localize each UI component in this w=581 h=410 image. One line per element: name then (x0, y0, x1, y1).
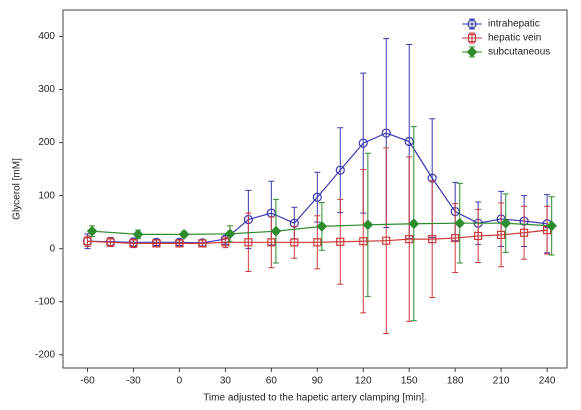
marker (86, 225, 98, 237)
marker (474, 231, 483, 241)
error-bar (544, 205, 551, 255)
marker (500, 217, 512, 229)
error-bar (521, 205, 528, 260)
marker (404, 136, 414, 147)
x-tick-label: 120 (355, 376, 372, 387)
error-bar (337, 198, 344, 285)
marker (132, 228, 144, 240)
error-bar (314, 215, 321, 270)
legend-label: subcutaneous (488, 47, 550, 58)
x-tick-label: -30 (126, 376, 141, 387)
marker (497, 230, 506, 239)
marker (428, 235, 437, 244)
x-tick-label: 0 (177, 376, 183, 387)
error-bar (314, 171, 321, 223)
marker (175, 239, 184, 248)
y-tick-label: 300 (38, 84, 55, 95)
error-bar (291, 225, 298, 259)
marker (152, 239, 161, 248)
y-tick-label: 0 (49, 243, 55, 254)
marker (359, 237, 368, 246)
x-tick-label: 180 (447, 376, 464, 387)
marker (83, 237, 92, 246)
marker (316, 221, 328, 232)
marker (335, 165, 345, 175)
error-bar (130, 238, 137, 249)
marker (106, 238, 115, 247)
error-bar (429, 180, 436, 298)
error-bar (383, 147, 390, 335)
error-bar (452, 203, 459, 274)
marker (466, 46, 478, 58)
x-tick-label: 150 (401, 376, 418, 387)
marker (362, 219, 374, 231)
marker (312, 192, 322, 202)
marker (408, 218, 420, 230)
error-bar (406, 156, 413, 322)
y-axis-label: Glycerol [mM] (12, 158, 23, 220)
marker (546, 220, 558, 232)
y-tick-label: 200 (38, 137, 55, 148)
marker (313, 238, 322, 247)
marker (244, 238, 253, 247)
marker (224, 228, 236, 240)
x-axis-label: Time adjusted to the hapetic artery clam… (203, 393, 427, 404)
marker (267, 238, 276, 247)
marker (381, 128, 391, 138)
y-tick-label: -200 (35, 349, 55, 360)
marker (520, 228, 529, 237)
legend-errbar (469, 18, 475, 30)
x-tick-label: -60 (80, 376, 95, 387)
x-tick-label: 60 (266, 376, 278, 387)
marker (382, 236, 391, 245)
marker (178, 228, 190, 240)
y-tick-label: 400 (38, 31, 55, 42)
marker (129, 239, 138, 248)
marker (198, 239, 207, 248)
marker (467, 33, 477, 43)
marker (358, 138, 368, 148)
error-bar (475, 208, 482, 263)
y-tick-label: -100 (35, 296, 55, 307)
marker (454, 217, 466, 229)
legend-label: hepatic vein (488, 33, 541, 44)
y-tick-label: 100 (38, 190, 55, 201)
x-tick-label: 90 (312, 376, 324, 387)
error-bar (498, 202, 505, 268)
error-bar (268, 216, 275, 269)
marker (290, 238, 299, 247)
marker (405, 235, 414, 244)
marker (221, 238, 230, 247)
x-tick-label: 210 (493, 376, 510, 387)
marker (467, 19, 477, 29)
marker (336, 237, 345, 246)
marker (451, 233, 460, 243)
marker (270, 225, 282, 237)
error-bar (107, 237, 114, 248)
plot-frame (62, 9, 568, 369)
error-bar (360, 169, 367, 314)
legend-label: intrahepatic (488, 19, 540, 30)
x-tick-label: 240 (539, 376, 556, 387)
x-tick-label: 30 (220, 376, 232, 387)
error-bar (245, 212, 252, 272)
